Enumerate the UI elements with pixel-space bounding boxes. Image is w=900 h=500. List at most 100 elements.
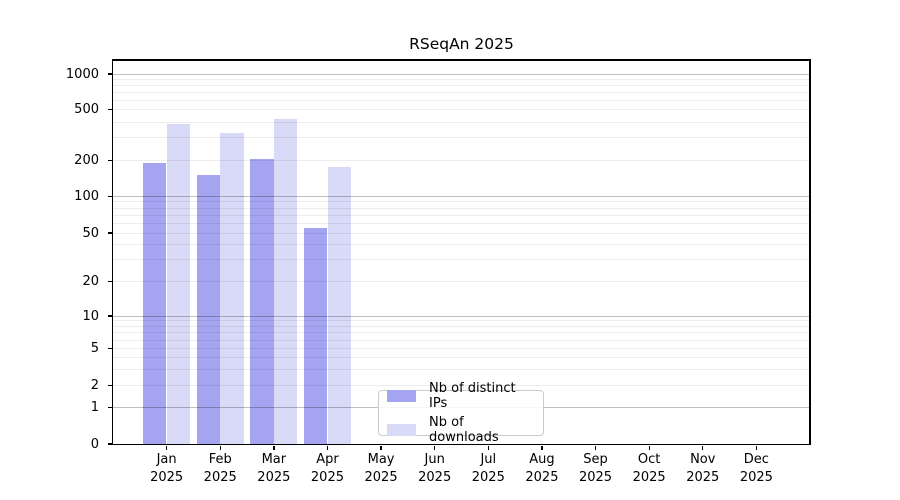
bottom-spine xyxy=(111,443,811,446)
gridline-minor xyxy=(113,214,810,216)
y-tick-label: 500 xyxy=(74,102,99,118)
y-tick-label: 0 xyxy=(90,436,99,452)
gridline-minor xyxy=(113,320,810,322)
x-tick-year: 2025 xyxy=(578,469,613,485)
gridline-minor xyxy=(113,78,810,80)
legend-swatch xyxy=(387,424,416,436)
bar-downloads xyxy=(327,167,351,444)
legend-row: Nb of distinct IPs xyxy=(387,381,535,411)
x-tick-month: Feb xyxy=(208,452,232,467)
gridline-minor xyxy=(113,201,810,203)
y-tickmark xyxy=(107,407,112,409)
legend-row: Nb of downloads xyxy=(387,415,535,445)
bar-distinct-ips xyxy=(303,227,328,444)
x-tickmark xyxy=(648,445,650,450)
gridline-major xyxy=(113,73,810,75)
x-tick-label: May 2025 xyxy=(365,451,398,486)
y-tick-label: 100 xyxy=(74,188,99,204)
gridline-minor xyxy=(113,91,810,93)
gridline-minor xyxy=(113,348,810,350)
gridline-minor xyxy=(113,109,810,111)
y-tick-label: 1 xyxy=(90,400,99,416)
bar-distinct-ips xyxy=(196,175,221,444)
x-tickmark xyxy=(487,445,489,450)
x-tick-month: May xyxy=(367,452,395,467)
x-tick-label: Aug 2025 xyxy=(525,451,558,486)
legend-label: Nb of distinct IPs xyxy=(429,381,516,411)
x-tickmark xyxy=(434,445,436,450)
x-tick-month: Mar xyxy=(261,452,287,467)
y-tickmark xyxy=(107,109,112,111)
x-tick-year: 2025 xyxy=(203,469,237,485)
bar-downloads xyxy=(220,132,244,444)
gridline-minor xyxy=(113,280,810,282)
x-tickmark xyxy=(326,445,329,450)
y-tick-label: 2 xyxy=(90,378,99,394)
x-tick-month: Jun xyxy=(424,452,445,467)
y-tickmark xyxy=(107,232,112,234)
x-tickmark xyxy=(273,445,275,450)
gridline-minor xyxy=(113,385,810,387)
x-tick-label: Jul 2025 xyxy=(472,451,505,486)
x-tick-label: Feb 2025 xyxy=(204,451,237,486)
x-tickmark xyxy=(166,445,168,450)
x-tick-label: Apr 2025 xyxy=(311,451,344,486)
x-tick-month: Dec xyxy=(743,452,769,467)
x-tick-month: Apr xyxy=(316,452,339,467)
x-tick-label: Sep 2025 xyxy=(579,451,612,486)
x-tick-year: 2025 xyxy=(686,469,720,485)
x-tick-year: 2025 xyxy=(471,469,505,485)
x-tick-year: 2025 xyxy=(310,469,344,485)
x-tick-year: 2025 xyxy=(364,469,398,485)
gridline-minor xyxy=(113,137,810,139)
y-tick-label: 50 xyxy=(82,225,99,241)
top-spine xyxy=(111,59,811,61)
gridline-minor xyxy=(113,244,810,246)
x-tick-year: 2025 xyxy=(739,469,773,485)
y-tick-label: 5 xyxy=(90,341,99,357)
gridline-minor xyxy=(113,259,810,261)
y-tickmark xyxy=(107,73,112,75)
x-tickmark xyxy=(380,445,382,450)
bar-downloads xyxy=(166,124,191,444)
y-tick-label: 20 xyxy=(82,273,99,289)
gridline-minor xyxy=(113,121,810,123)
right-spine xyxy=(809,59,811,446)
gridline-minor xyxy=(113,232,810,234)
gridline-minor xyxy=(113,159,810,161)
x-tick-label: Dec 2025 xyxy=(740,451,773,486)
legend-swatch xyxy=(387,390,416,402)
x-tick-label: Mar 2025 xyxy=(257,451,290,486)
x-tick-year: 2025 xyxy=(257,469,291,485)
x-tick-month: Jul xyxy=(480,452,497,467)
x-tick-year: 2025 xyxy=(150,469,184,485)
gridline-minor xyxy=(113,222,810,224)
chart-title: RSeqAn 2025 xyxy=(409,35,514,53)
y-tick-label: 10 xyxy=(82,308,99,324)
y-tickmark xyxy=(107,195,112,197)
gridline-minor xyxy=(113,339,810,341)
y-tick-label: 200 xyxy=(74,152,99,168)
x-tickmark xyxy=(219,445,221,450)
left-spine xyxy=(111,59,114,446)
x-tickmark xyxy=(594,445,597,450)
x-tick-month: Jan xyxy=(156,452,177,467)
gridline-minor xyxy=(113,84,810,86)
x-tick-year: 2025 xyxy=(632,469,666,485)
y-tickmark xyxy=(107,385,112,387)
gridline-major xyxy=(113,195,810,197)
x-tick-month: Sep xyxy=(583,452,608,467)
x-tick-month: Oct xyxy=(637,452,661,467)
gridline-minor xyxy=(113,326,810,328)
y-tickmark xyxy=(107,443,112,445)
gridline-minor xyxy=(113,357,810,359)
x-tick-label: Oct 2025 xyxy=(633,451,666,486)
x-tick-label: Jan 2025 xyxy=(150,451,183,486)
y-tick-label: 1000 xyxy=(65,66,99,82)
x-tickmark xyxy=(702,445,704,450)
x-tick-label: Jun 2025 xyxy=(418,451,451,486)
x-tick-month: Nov xyxy=(690,452,716,467)
y-tickmark xyxy=(107,159,112,161)
gridline-minor xyxy=(113,332,810,334)
